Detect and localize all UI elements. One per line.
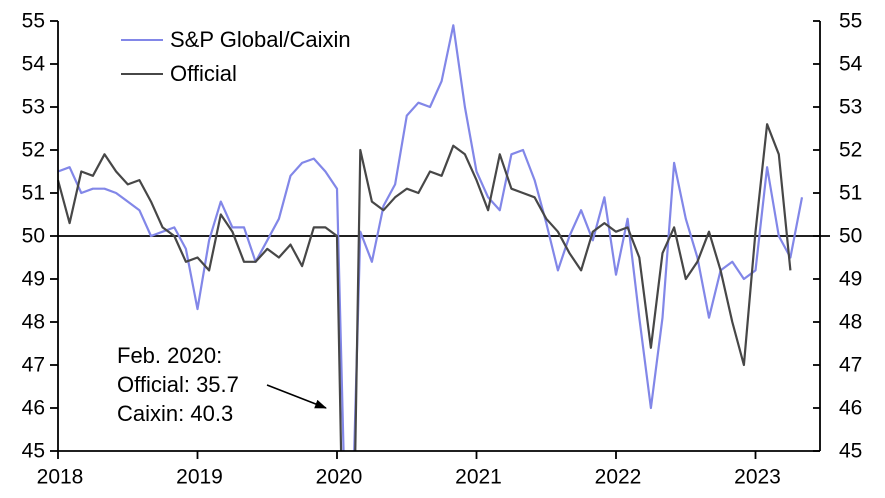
y-axis-label-right-55: 55 bbox=[839, 10, 862, 33]
y-axis-label-left-53: 53 bbox=[22, 96, 45, 119]
y-axis-label-right-48: 48 bbox=[839, 311, 862, 334]
y-axis-label-right-51: 51 bbox=[839, 182, 862, 205]
y-axis-label-left-47: 47 bbox=[22, 354, 45, 377]
annotation-arrow bbox=[266, 384, 327, 409]
annotation-line-1: Feb. 2020: bbox=[117, 343, 223, 368]
series-line-official bbox=[57, 123, 792, 451]
y-axis-label-left-54: 54 bbox=[22, 53, 46, 76]
y-axis-label-right-46: 46 bbox=[839, 397, 862, 420]
y-axis-label-right-50: 50 bbox=[839, 225, 862, 248]
x-axis-label-2023: 2023 bbox=[734, 465, 781, 488]
caixin-line-swatch bbox=[121, 38, 163, 42]
y-axis-label-right-53: 53 bbox=[839, 96, 862, 119]
legend-item-caixin: S&P Global/Caixin bbox=[121, 27, 351, 53]
y-axis-label-left-45: 45 bbox=[22, 440, 45, 463]
y-axis-label-left-48: 48 bbox=[22, 311, 45, 334]
y-axis-label-left-49: 49 bbox=[22, 268, 45, 291]
x-axis-label-2020: 2020 bbox=[316, 465, 363, 488]
y-axis-label-right-49: 49 bbox=[839, 268, 862, 291]
legend-item-official: Official bbox=[121, 61, 237, 87]
x-axis-label-2022: 2022 bbox=[595, 465, 642, 488]
official-line-swatch bbox=[121, 72, 163, 76]
y-axis-label-right-47: 47 bbox=[839, 354, 862, 377]
annotation-line-3: Caixin: 40.3 bbox=[117, 401, 234, 426]
legend-label-official: Official bbox=[170, 61, 237, 86]
y-axis-label-left-55: 55 bbox=[22, 10, 45, 33]
y-axis-label-right-52: 52 bbox=[839, 139, 862, 162]
y-axis-label-right-45: 45 bbox=[839, 440, 862, 463]
y-axis-label-left-50: 50 bbox=[22, 225, 45, 248]
y-axis-label-left-52: 52 bbox=[22, 139, 45, 162]
x-axis-label-2019: 2019 bbox=[176, 465, 223, 488]
annotation-line-2: Official: 35.7 bbox=[117, 372, 239, 397]
y-axis-label-right-54: 54 bbox=[839, 53, 863, 76]
y-axis-label-left-46: 46 bbox=[22, 397, 45, 420]
series-line-sp-global-caixin bbox=[57, 24, 804, 451]
x-axis-label-2021: 2021 bbox=[455, 465, 502, 488]
feb-2020-annotation: Feb. 2020: Official: 35.7 Caixin: 40.3 bbox=[117, 341, 239, 428]
legend-label-caixin: S&P Global/Caixin bbox=[170, 27, 351, 52]
y-axis-label-left-51: 51 bbox=[22, 182, 45, 205]
x-axis-label-2018: 2018 bbox=[37, 465, 84, 488]
